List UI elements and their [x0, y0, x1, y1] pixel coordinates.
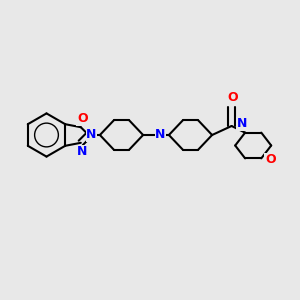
- Text: O: O: [77, 112, 88, 125]
- Text: O: O: [228, 91, 238, 104]
- Text: O: O: [265, 153, 276, 167]
- Text: N: N: [77, 145, 88, 158]
- Text: N: N: [155, 128, 166, 142]
- Text: N: N: [86, 128, 97, 142]
- Text: N: N: [237, 117, 247, 130]
